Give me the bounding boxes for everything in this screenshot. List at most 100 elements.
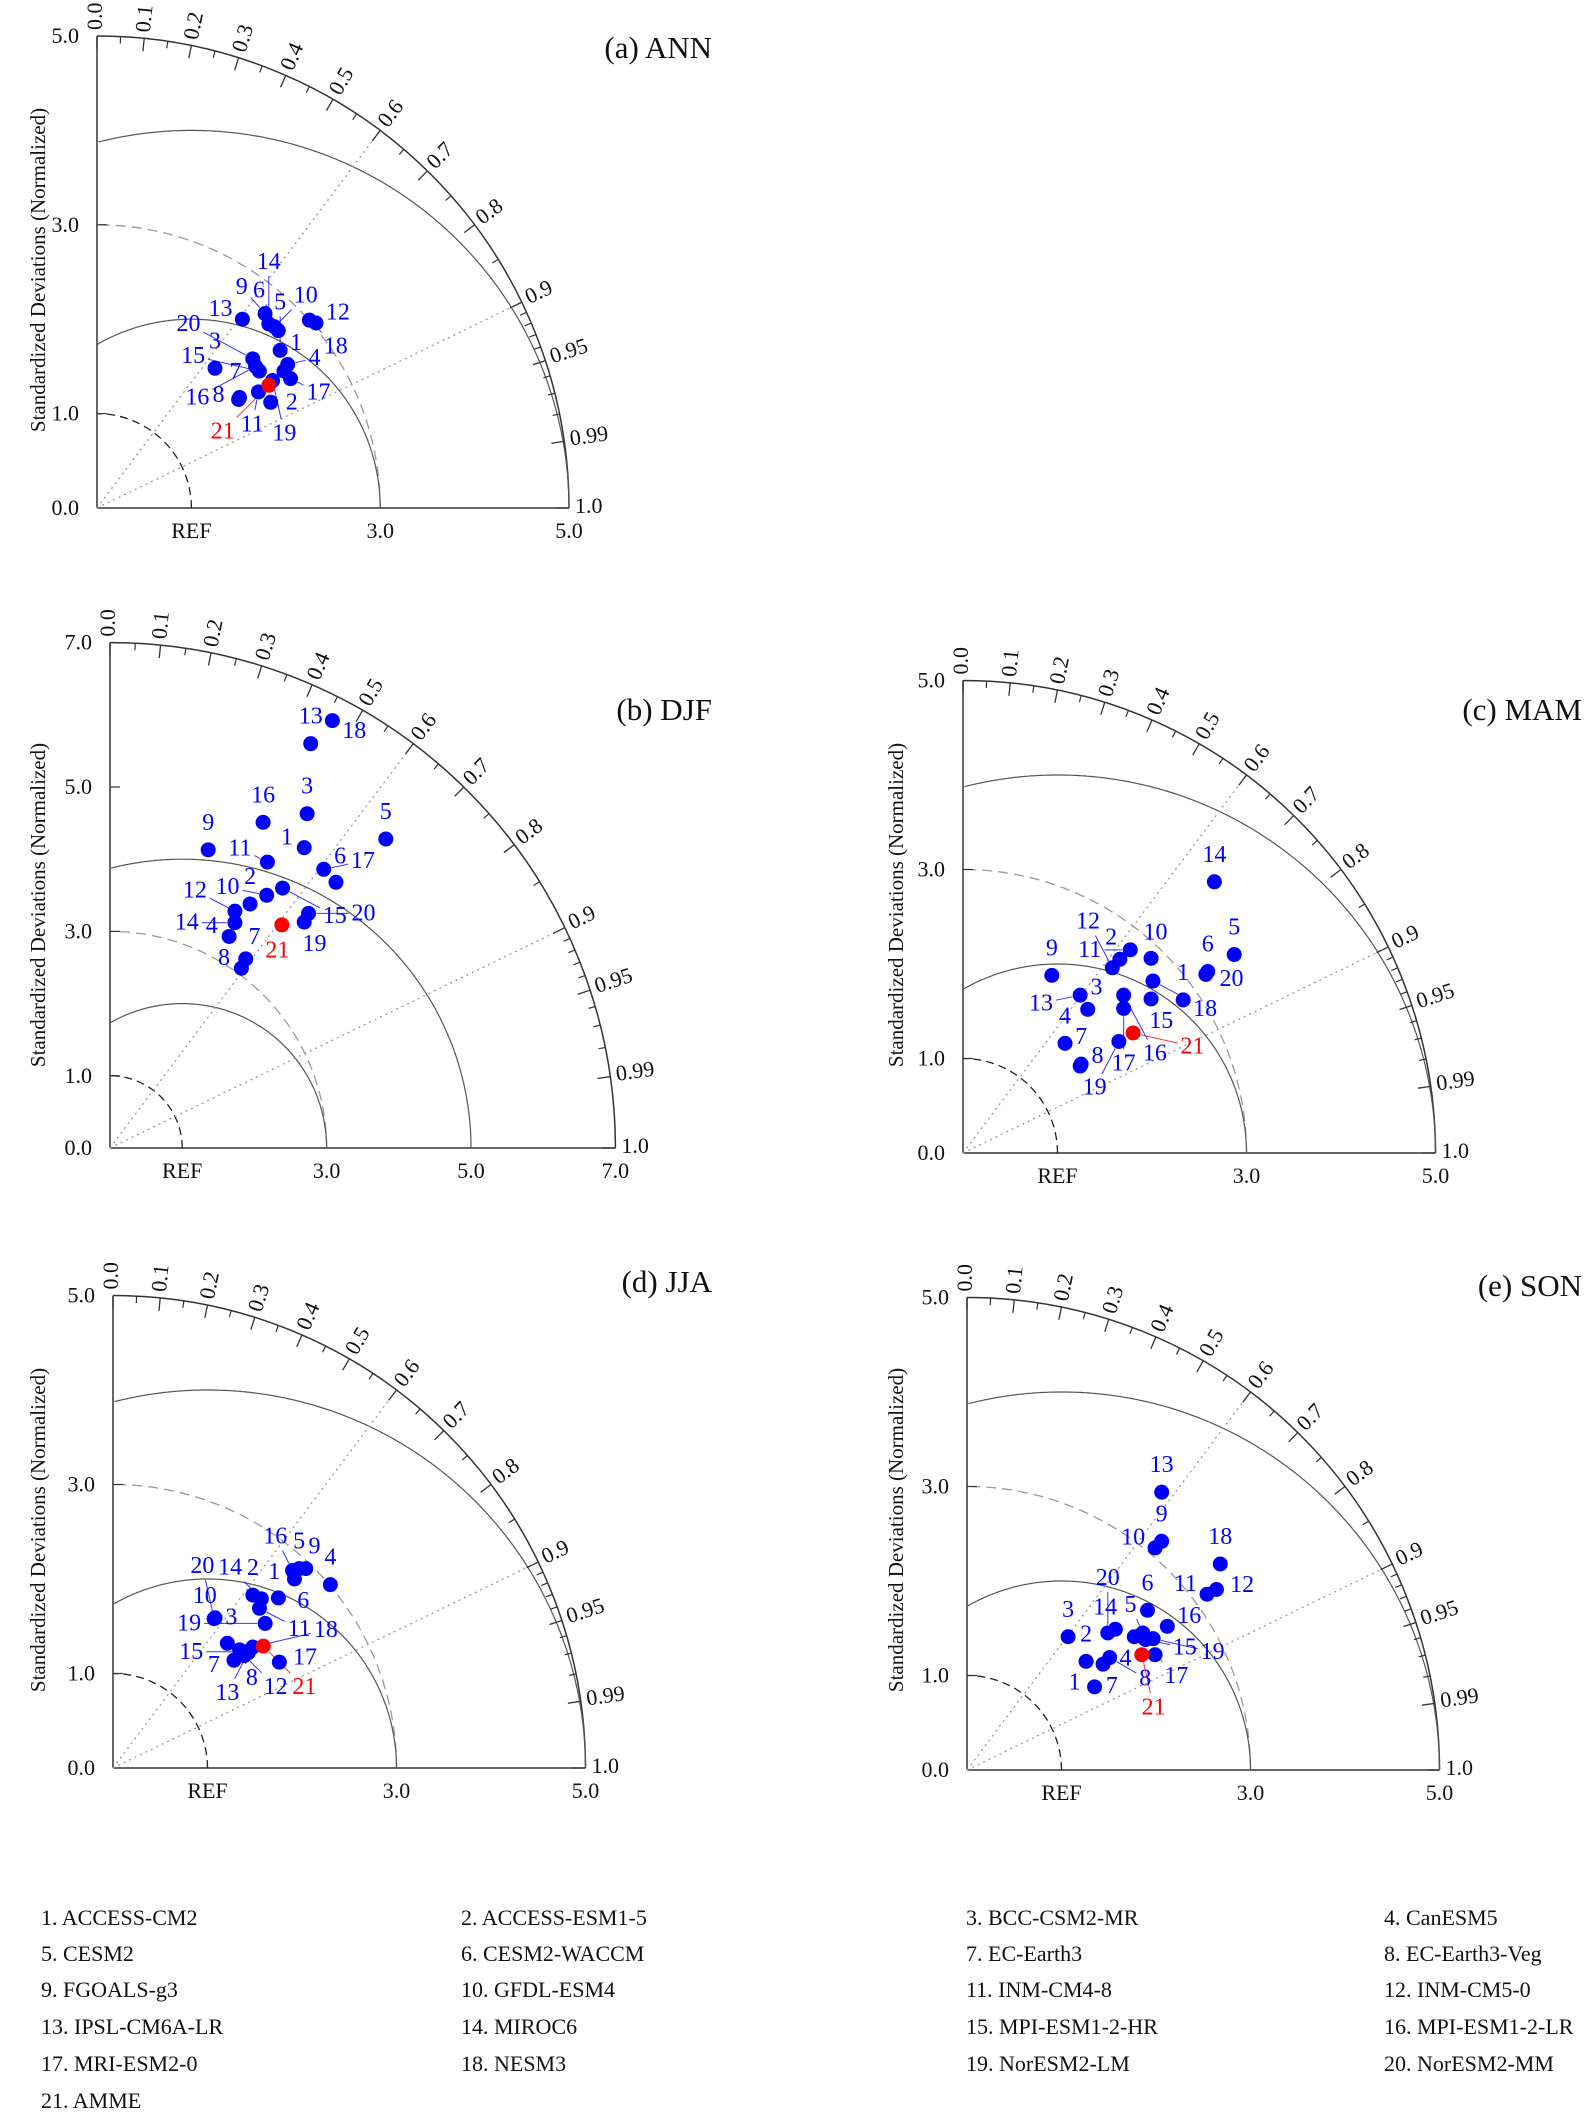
legend-item: 11. INM-CM4-8 (966, 1977, 1112, 2002)
point-marker (283, 371, 299, 387)
correlation-minor-tick (491, 258, 499, 264)
correlation-tick-label: 0.7 (1287, 781, 1324, 818)
correlation-minor-tick (1311, 840, 1318, 846)
data-point-15: 15 (1143, 991, 1173, 1034)
y-axis-label: Standardized Deviations (Normalized) (884, 1368, 908, 1692)
data-point-11: 11 (1174, 1571, 1215, 1602)
panel-title: (c) MAM (1462, 692, 1582, 727)
data-point-9: 9 (1044, 935, 1060, 983)
rms-circle (114, 1389, 587, 1768)
correlation-major-tick (1288, 1432, 1299, 1443)
correlation-minor-tick (1391, 967, 1398, 972)
data-point-3: 3 (207, 328, 223, 376)
point-label: 21 (292, 1674, 316, 1700)
correlation-minor-tick (1036, 1302, 1039, 1310)
point-label: 13 (299, 704, 323, 730)
label-leader-line (1116, 1661, 1137, 1674)
correlation-tick-label: 0.5 (353, 674, 388, 710)
correlation-tick-label: 0.9 (1387, 919, 1423, 953)
point-label: 15 (1149, 1008, 1173, 1034)
correlation-tick-label: 0.8 (1341, 1454, 1378, 1491)
outer-std-arc (966, 1296, 1441, 1771)
correlation-major-tick (1058, 1306, 1063, 1320)
point-marker (259, 887, 275, 903)
point-marker (200, 842, 216, 858)
label-leader-line (1101, 1048, 1116, 1074)
correlation-tick-label: 0.4 (301, 648, 335, 683)
correlation-tick-label: 0.95 (1413, 977, 1457, 1013)
correlation-tick-label: 0.3 (1092, 666, 1124, 700)
y-axis-label: Standardized Deviations (Normalized) (26, 743, 50, 1067)
point-marker (255, 1638, 271, 1654)
ref-label: REF (187, 1778, 227, 1803)
correlation-line (109, 927, 566, 1149)
correlation-major-tick (1380, 1563, 1393, 1571)
correlation-major-tick (1012, 1299, 1015, 1313)
correlation-major-tick (503, 844, 515, 854)
correlation-tick-label: 0.2 (1048, 1271, 1078, 1303)
correlation-minor-tick (1175, 1347, 1181, 1355)
point-label: 12 (1076, 909, 1100, 935)
correlation-major-tick (1192, 743, 1200, 756)
correlation-minor-tick (564, 1652, 572, 1656)
correlation-major-tick (551, 440, 565, 444)
taylor-panel-4: 0.0 0.1 0.2 0.3 0.4 0.5 0.6 0.7 0.8 0.9 0.95 0.99 1.… (26, 1262, 712, 1803)
data-point-4: 4 (322, 1545, 338, 1593)
correlation-minor-tick (552, 413, 560, 417)
correlation-line (109, 743, 414, 1149)
point-marker (1154, 1484, 1170, 1500)
point-marker (322, 1577, 338, 1593)
correlation-tick-label: 0.0 (952, 1264, 977, 1292)
correlation-major-tick (158, 1297, 161, 1311)
point-marker (1116, 1000, 1132, 1016)
point-label: 13 (1150, 1452, 1174, 1478)
correlation-minor-tick (550, 1606, 558, 1610)
legend-item: 16. MPI-ESM1-2-LR (1384, 2014, 1574, 2039)
correlation-minor-tick (559, 1635, 567, 1639)
point-marker (1226, 947, 1242, 963)
x-tick-label: 3.0 (313, 1158, 341, 1183)
point-label: 4 (324, 1545, 336, 1571)
y-tick-label: 5.0 (918, 668, 946, 693)
correlation-tick-label: 0.8 (487, 1452, 524, 1489)
data-point-2: 2 (263, 389, 298, 415)
point-label: 7 (1106, 1673, 1118, 1699)
point-label: 17 (1112, 1050, 1136, 1076)
correlation-minor-tick (1390, 1573, 1398, 1578)
label-leader-line (1140, 1034, 1178, 1044)
correlation-minor-tick (568, 949, 576, 954)
point-marker (1044, 967, 1060, 983)
point-marker (1104, 960, 1120, 976)
point-marker (233, 960, 249, 976)
point-label: 9 (1046, 935, 1058, 961)
legend-item: 20. NorESM2-MM (1384, 2051, 1554, 2076)
correlation-tick-label: 0.2 (198, 617, 228, 649)
point-label: 1 (1069, 1669, 1081, 1695)
x-tick-label: 3.0 (1233, 1163, 1261, 1188)
correlation-minor-tick (1265, 793, 1271, 800)
y-tick-label: 1.0 (68, 1661, 96, 1686)
point-label: 10 (193, 1583, 217, 1609)
y-axis-label: Standardized Deviations (Normalized) (26, 1368, 50, 1692)
correlation-minor-tick (533, 881, 540, 886)
data-point-13: 13 (1150, 1452, 1174, 1500)
point-label: 2 (286, 389, 298, 415)
x-tick-label: 7.0 (602, 1158, 630, 1183)
correlation-tick-label: 1.0 (1446, 1755, 1474, 1780)
data-point-6: 6 (1139, 1570, 1155, 1618)
correlation-major-tick (549, 1619, 563, 1626)
correlation-major-tick (355, 709, 364, 722)
correlation-tick-label: 0.7 (457, 753, 494, 790)
point-label: 11 (1078, 937, 1101, 963)
point-marker (1208, 1582, 1224, 1598)
point-label: 2 (1080, 1621, 1092, 1647)
correlation-minor-tick (352, 113, 358, 120)
label-leader-line (254, 855, 261, 859)
correlation-tick-label: 0.5 (1193, 1324, 1228, 1360)
correlation-tick-label: 0.3 (249, 629, 281, 663)
data-point-1: 1 (1069, 1669, 1103, 1695)
correlation-minor-tick (1032, 685, 1035, 693)
data-point-3: 3 (299, 774, 315, 822)
point-label: 5 (380, 799, 392, 825)
